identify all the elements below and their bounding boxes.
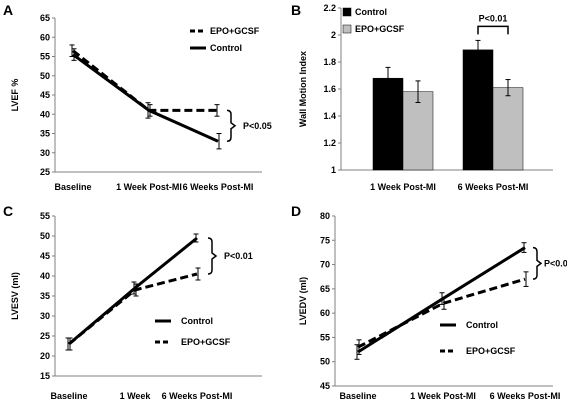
y-tick-label: 30	[40, 311, 50, 321]
x-tick-label: 6 Weeks Post-MI	[458, 182, 529, 192]
y-tick-label: 65	[320, 284, 330, 294]
y-tick-label: 2	[331, 30, 336, 40]
panel-letter: A	[3, 2, 13, 18]
y-tick-label: 70	[320, 260, 330, 270]
y-axis-label: Wall Motion Index	[298, 51, 308, 127]
bar	[492, 87, 524, 171]
significance-bracket	[532, 246, 543, 280]
y-tick-label: 30	[40, 148, 50, 158]
legend-label: Control	[355, 7, 387, 17]
series-line-epo-gcsf	[72, 49, 218, 112]
y-tick-label: 50	[320, 357, 330, 367]
significance-bracket	[226, 109, 237, 142]
y-tick-label: 25	[40, 331, 50, 341]
x-tick-label: Baseline	[339, 391, 376, 401]
y-tick-label: 45	[40, 251, 50, 261]
x-tick-label: 1 Week Post-MI	[410, 391, 476, 401]
bar	[402, 91, 434, 171]
x-tick-label: 1 Week Post-MI	[370, 182, 436, 192]
y-tick-label: 25	[40, 167, 50, 177]
y-tick-label: 35	[40, 129, 50, 139]
y-axis-label: LVESV (ml)	[10, 272, 20, 320]
legend-label: Control	[466, 320, 498, 330]
x-tick-label: Baseline	[54, 182, 91, 192]
y-tick-label: 60	[320, 308, 330, 318]
x-tick-label: 6 Weeks Post-MI	[162, 391, 233, 401]
x-tick-label: 6 Weeks Post-MI	[183, 182, 254, 192]
y-tick-label: 40	[40, 109, 50, 119]
series-line-epo-gcsf	[68, 272, 198, 346]
significance-label: P<0.05	[243, 121, 272, 131]
y-tick-label: 50	[40, 71, 50, 81]
significance-label: P<0.05	[544, 258, 567, 268]
legend-label: EPO+GCSF	[210, 26, 260, 36]
y-tick-label: 1.2	[323, 138, 336, 148]
legend-label: EPO+GCSF	[355, 24, 405, 34]
x-tick-label: 1 Week Post-MI	[116, 182, 182, 192]
panel-letter: C	[3, 203, 13, 219]
y-tick-label: 75	[320, 235, 330, 245]
y-tick-label: 1	[331, 165, 336, 175]
significance-bracket	[207, 237, 218, 275]
y-axis-label: LVEF %	[10, 79, 20, 112]
y-tick-label: 1.4	[323, 111, 336, 121]
y-tick-label: 80	[320, 211, 330, 221]
x-tick-label: 6 Weeks Post-MI	[490, 391, 561, 401]
panel-letter: B	[291, 2, 301, 18]
y-tick-label: 60	[40, 32, 50, 42]
y-tick-label: 55	[40, 52, 50, 62]
y-tick-label: 35	[40, 291, 50, 301]
panel-letter: D	[291, 203, 301, 219]
bar	[462, 49, 494, 171]
bar	[372, 77, 404, 171]
y-tick-label: 1.6	[323, 84, 336, 94]
significance-label: P<0.01	[479, 13, 508, 23]
y-tick-label: 1.8	[323, 57, 336, 67]
significance-label: P<0.01	[224, 251, 253, 261]
legend-label: EPO+GCSF	[181, 337, 231, 347]
y-tick-label: 2.2	[323, 3, 336, 13]
y-tick-label: 65	[40, 13, 50, 23]
legend-label: Control	[210, 43, 242, 53]
legend-swatch	[342, 24, 352, 34]
y-tick-label: 45	[320, 381, 330, 391]
legend-label: Control	[181, 316, 213, 326]
y-tick-label: 40	[40, 271, 50, 281]
legend-label: EPO+GCSF	[466, 346, 516, 356]
y-tick-label: 20	[40, 351, 50, 361]
y-tick-label: 55	[40, 211, 50, 221]
series-line-control	[72, 53, 219, 143]
y-tick-label: 15	[40, 371, 50, 381]
y-axis-label: LVEDV (ml)	[298, 277, 308, 325]
y-tick-label: 50	[40, 231, 50, 241]
legend-swatch	[342, 7, 352, 17]
x-tick-label: 1 Week	[120, 391, 152, 401]
y-tick-label: 45	[40, 90, 50, 100]
x-tick-label: Baseline	[50, 391, 87, 401]
significance-bracket	[477, 25, 509, 35]
series-line-epo-gcsf	[357, 277, 526, 349]
y-tick-label: 55	[320, 332, 330, 342]
